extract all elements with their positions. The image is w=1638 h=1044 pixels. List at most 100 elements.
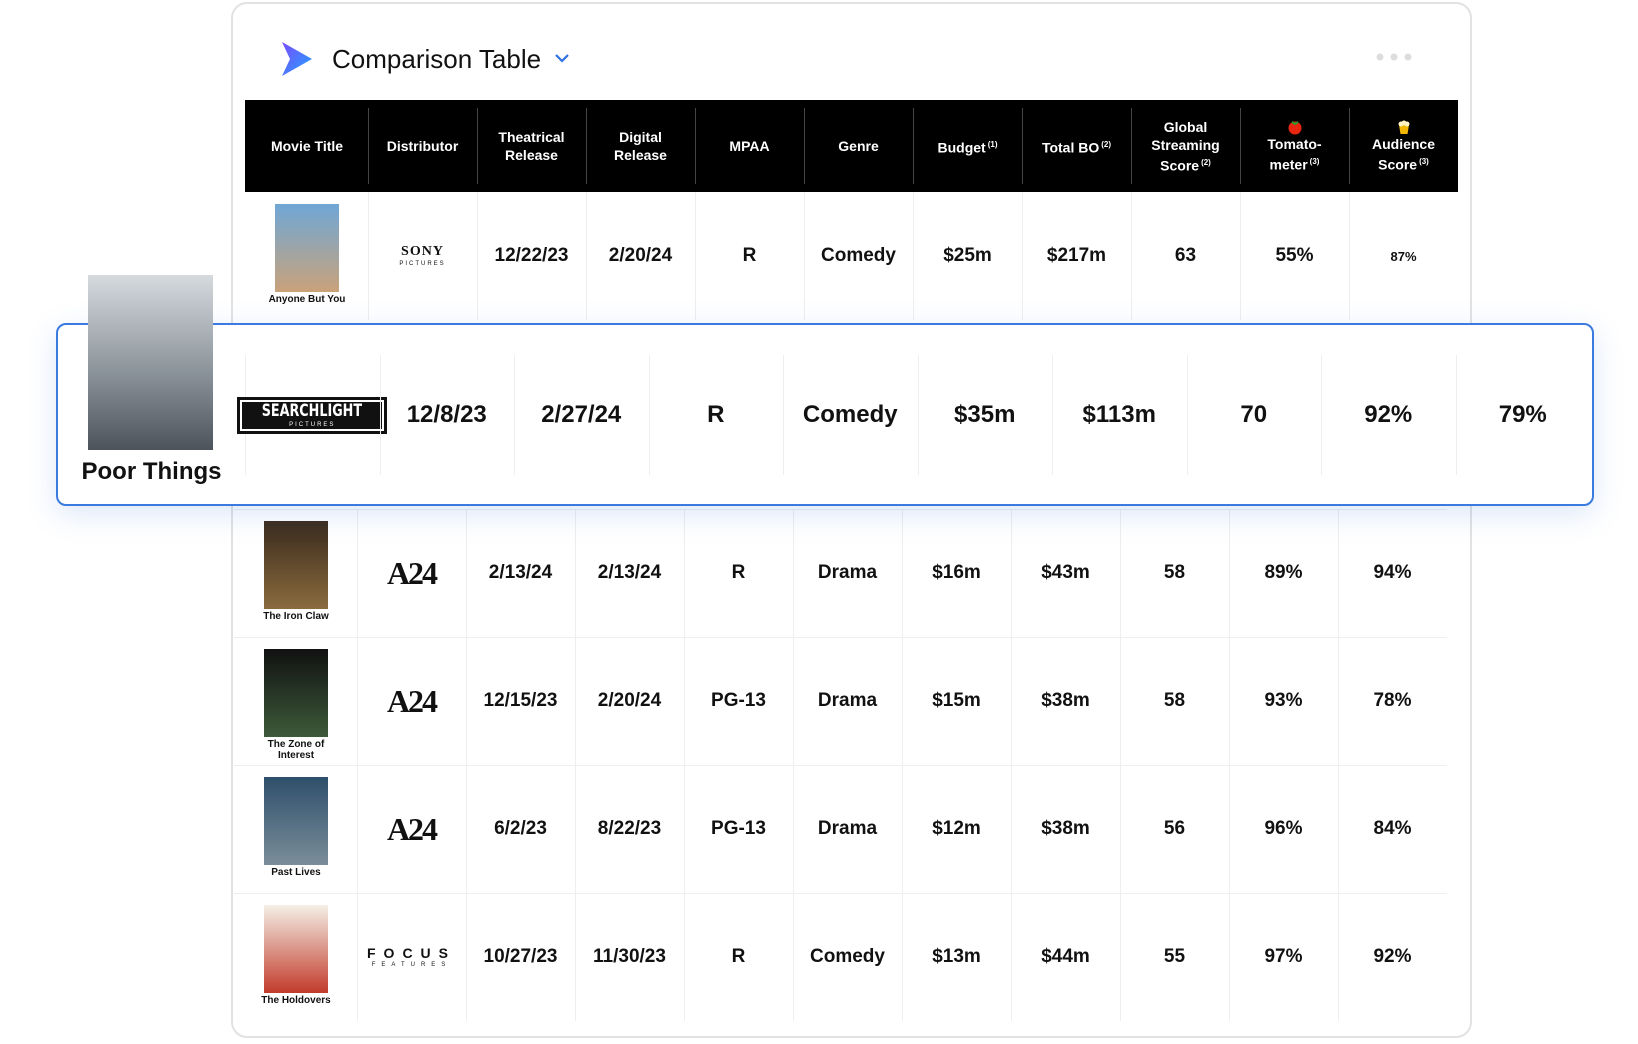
column-divider: [793, 893, 794, 1021]
column-divider: [684, 765, 685, 893]
distributor-logo: A24: [387, 813, 438, 845]
cell-value: 78%: [1373, 690, 1412, 711]
cell-value: 56: [1163, 818, 1186, 839]
cell-value: $35m: [954, 401, 1016, 428]
column-divider: [357, 509, 358, 637]
cell-value: $217m: [1046, 245, 1107, 266]
cell-value: $25m: [943, 245, 992, 266]
column-divider: [1229, 637, 1230, 765]
header-label: Movie Title: [271, 137, 343, 155]
column-divider: [1321, 355, 1322, 475]
column-divider: [357, 765, 358, 893]
column-divider: [684, 637, 685, 765]
cell-value: 2/20/24: [608, 245, 673, 266]
distributor-cell: SONY PICTURES: [368, 192, 477, 320]
column-header: MPAA: [695, 100, 804, 192]
cell-value: 10/27/23: [483, 946, 558, 967]
distributor-sub: PICTURES: [289, 421, 336, 428]
app-logo: [282, 42, 312, 76]
header-divider: [1131, 108, 1132, 184]
more-menu[interactable]: [1374, 51, 1414, 63]
column-header: Tomato-meter (3): [1240, 100, 1349, 192]
column-divider: [1338, 893, 1339, 1021]
cell-value: $44m: [1041, 946, 1090, 967]
distributor-logo: A24: [387, 557, 438, 589]
header-label: Total BO (2): [1042, 136, 1111, 157]
poster: [275, 204, 339, 292]
column-header: Genre: [804, 100, 913, 192]
cell-value: $15m: [932, 690, 981, 711]
cell-value: Comedy: [810, 946, 885, 967]
cell-value: 55%: [1275, 245, 1314, 266]
movie-caption: The Iron Claw: [263, 611, 329, 622]
column-divider: [575, 637, 576, 765]
column-divider: [1022, 192, 1023, 320]
cell-value: Drama: [817, 690, 878, 711]
page-title: Comparison Table: [332, 44, 542, 74]
cell-value: R: [731, 946, 746, 967]
column-divider: [368, 192, 369, 320]
column-divider: [1229, 509, 1230, 637]
header-note: (1): [987, 139, 998, 149]
distributor-name: A24: [386, 683, 438, 719]
header-label: Audience Score (3): [1359, 135, 1449, 174]
cell-value: Comedy: [821, 245, 896, 266]
movie-caption: Anyone But You: [268, 294, 346, 305]
header-text: Total BO: [1041, 139, 1100, 156]
column-divider: [357, 637, 358, 765]
header-label: MPAA: [729, 137, 769, 155]
column-header: Global Streaming Score (2): [1131, 100, 1240, 192]
header-label: Global Streaming Score (2): [1141, 118, 1231, 175]
header-label: Budget (1): [938, 136, 998, 157]
column-header: Total BO (2): [1022, 100, 1131, 192]
header-divider: [477, 108, 478, 184]
cell-value: 63: [1174, 245, 1197, 266]
column-divider: [783, 355, 784, 475]
column-divider: [357, 893, 358, 1021]
column-divider: [514, 355, 515, 475]
column-divider: [1011, 637, 1012, 765]
header-text: MPAA: [729, 138, 770, 154]
distributor-logo: A24: [386, 683, 438, 719]
header-divider: [695, 108, 696, 184]
column-divider: [684, 509, 685, 637]
header-divider: [1022, 108, 1023, 184]
cell-value: 2/27/24: [541, 401, 622, 428]
column-divider: [1011, 765, 1012, 893]
cell-value: 89%: [1264, 562, 1303, 583]
cell-value: 92%: [1373, 946, 1412, 967]
header-text: Budget: [937, 139, 986, 156]
column-divider: [695, 192, 696, 320]
column-divider: [913, 192, 914, 320]
column-divider: [379, 355, 381, 475]
distributor-logo: SONY PICTURES: [399, 245, 446, 268]
cell-value: 8/22/23: [597, 818, 662, 839]
poster: [264, 905, 328, 993]
column-divider: [1120, 893, 1121, 1021]
header-note: (2): [1201, 157, 1211, 167]
column-header: Theatrical Release: [477, 100, 586, 192]
header-divider: [1240, 108, 1241, 184]
cell-value: $38m: [1041, 818, 1090, 839]
column-header: Movie Title: [246, 100, 368, 192]
header-label: Genre: [838, 137, 878, 155]
header-divider: [804, 108, 805, 184]
cell-value: 12/22/23: [494, 245, 569, 266]
column-divider: [902, 637, 903, 765]
poster: [88, 275, 213, 450]
header-divider: [586, 108, 587, 184]
movie-caption: Past Lives: [271, 867, 321, 878]
cell-value: 6/2/23: [494, 818, 547, 839]
cell-value: Comedy: [802, 401, 898, 428]
column-divider: [466, 765, 467, 893]
row-divider: [234, 893, 1447, 894]
cell-value: 79%: [1498, 401, 1547, 428]
movie-caption: The Zone of Interest: [267, 739, 325, 761]
column-divider: [575, 893, 576, 1021]
column-divider: [804, 192, 805, 320]
distributor-cell: A24: [357, 509, 466, 637]
distributor-sub: PICTURES: [399, 261, 446, 267]
column-divider: [902, 509, 903, 637]
dropdown-icon[interactable]: [554, 52, 570, 64]
distributor-logo: SEARCHLIGHT PICTURES: [237, 396, 388, 434]
